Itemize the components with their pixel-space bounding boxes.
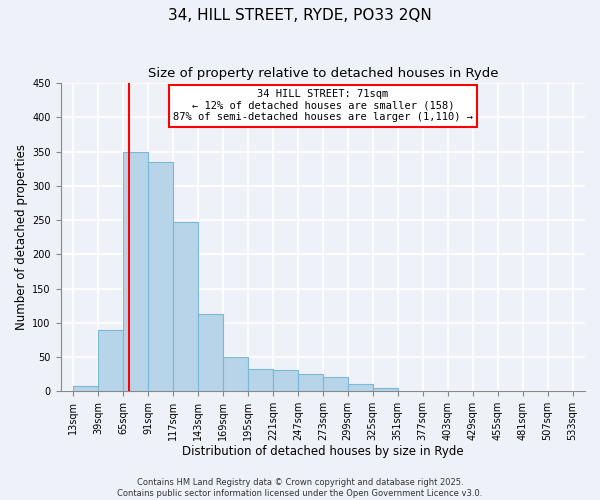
Bar — [373, 388, 398, 391]
Bar — [398, 390, 422, 391]
Text: 34 HILL STREET: 71sqm
← 12% of detached houses are smaller (158)
87% of semi-det: 34 HILL STREET: 71sqm ← 12% of detached … — [173, 89, 473, 122]
Bar — [422, 390, 448, 391]
Bar — [223, 357, 248, 391]
Bar — [323, 377, 348, 391]
Bar — [123, 152, 148, 391]
Text: 34, HILL STREET, RYDE, PO33 2QN: 34, HILL STREET, RYDE, PO33 2QN — [168, 8, 432, 22]
Bar — [348, 384, 373, 391]
Bar — [73, 386, 98, 391]
Bar — [198, 314, 223, 391]
Y-axis label: Number of detached properties: Number of detached properties — [15, 144, 28, 330]
Bar — [148, 162, 173, 391]
Bar — [98, 330, 123, 391]
Text: Contains HM Land Registry data © Crown copyright and database right 2025.
Contai: Contains HM Land Registry data © Crown c… — [118, 478, 482, 498]
Bar — [248, 370, 273, 391]
Bar — [298, 374, 323, 391]
Bar — [548, 390, 572, 391]
Bar — [173, 222, 198, 391]
Bar — [448, 390, 473, 391]
Title: Size of property relative to detached houses in Ryde: Size of property relative to detached ho… — [148, 68, 498, 80]
Bar — [273, 370, 298, 391]
X-axis label: Distribution of detached houses by size in Ryde: Distribution of detached houses by size … — [182, 444, 464, 458]
